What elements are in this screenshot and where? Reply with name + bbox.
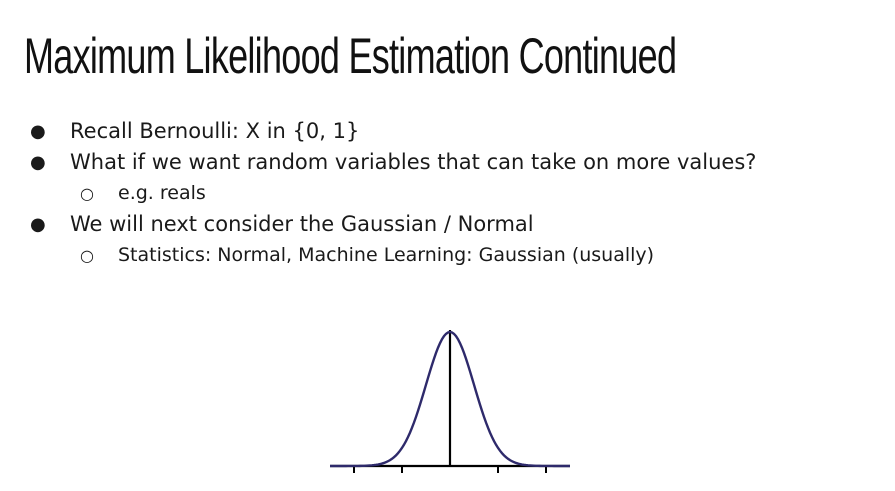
bullet-text: Statistics: Normal, Machine Learning: Ga…: [118, 244, 655, 266]
bullet-item-more-values: ● What if we want random variables that …: [0, 147, 895, 178]
bullet-text: Recall Bernoulli: X in {0, 1}: [70, 119, 360, 143]
bullet-text: We will next consider the Gaussian / Nor…: [70, 212, 534, 236]
sub-bullet-item-terminology: ○ Statistics: Normal, Machine Learning: …: [0, 240, 895, 271]
bullet-item-bernoulli: ● Recall Bernoulli: X in {0, 1}: [0, 116, 895, 147]
bell-curve: [330, 330, 570, 468]
bullet-list: ● Recall Bernoulli: X in {0, 1} ● What i…: [0, 116, 895, 271]
bullet-circle-icon: ○: [80, 246, 94, 265]
bullet-text: What if we want random variables that ca…: [70, 150, 757, 174]
axis-ticks: [353, 466, 547, 473]
bullet-circle-icon: ○: [80, 184, 94, 203]
gaussian-curve-figure: [330, 330, 570, 473]
bullet-dot-icon: ●: [30, 214, 46, 235]
slide-title: Maximum Likelihood Estimation Continued: [24, 28, 677, 84]
bullet-item-gaussian: ● We will next consider the Gaussian / N…: [0, 209, 895, 240]
sub-bullet-item-reals: ○ e.g. reals: [0, 178, 895, 209]
bullet-text: e.g. reals: [118, 182, 206, 204]
bullet-dot-icon: ●: [30, 121, 46, 142]
bullet-dot-icon: ●: [30, 152, 46, 173]
